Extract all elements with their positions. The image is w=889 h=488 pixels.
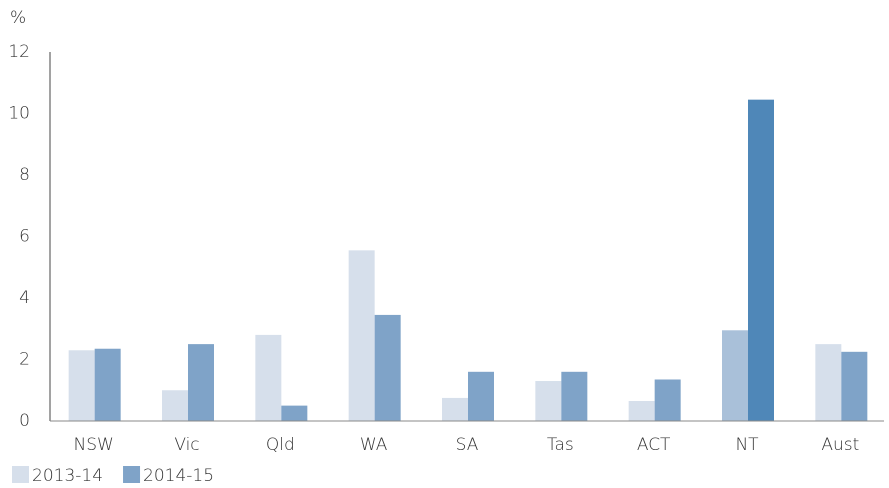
bar (748, 99, 774, 421)
bar (442, 397, 468, 421)
x-tick-label: NSW (74, 435, 114, 455)
x-tick-label: WA (360, 435, 388, 455)
y-axis-label: % (10, 8, 26, 28)
bar (68, 350, 95, 421)
bar (468, 371, 494, 421)
x-tick-label: ACT (637, 435, 671, 455)
bar (841, 351, 868, 421)
y-tick-label: 12 (8, 42, 30, 62)
x-tick-label: Qld (266, 435, 295, 455)
bar (654, 379, 681, 421)
legend-swatch (12, 466, 29, 483)
legend-label: 2014-15 (143, 466, 214, 486)
bar (188, 344, 214, 421)
y-tick-label: 0 (19, 411, 30, 431)
x-tick-label: Vic (174, 435, 199, 455)
x-tick-label: Aust (821, 435, 859, 455)
bar (722, 330, 748, 421)
bar (281, 405, 308, 421)
y-tick-label: 2 (19, 350, 30, 370)
bar (628, 401, 655, 421)
bar (374, 314, 401, 421)
y-tick-label: 6 (19, 227, 30, 247)
bar (535, 381, 562, 421)
bar (815, 344, 842, 421)
bar (255, 334, 282, 421)
x-tick-label: NT (735, 435, 759, 455)
bar (561, 371, 588, 421)
x-tick-label: SA (456, 435, 479, 455)
legend-swatch (123, 466, 141, 483)
x-tick-label: Tas (547, 435, 574, 455)
bar (348, 250, 375, 421)
bar (162, 390, 188, 421)
bar (94, 348, 121, 421)
legend-label: 2013-14 (32, 466, 103, 486)
y-tick-label: 8 (19, 165, 30, 185)
y-tick-label: 10 (8, 104, 30, 124)
y-tick-label: 4 (19, 288, 30, 308)
